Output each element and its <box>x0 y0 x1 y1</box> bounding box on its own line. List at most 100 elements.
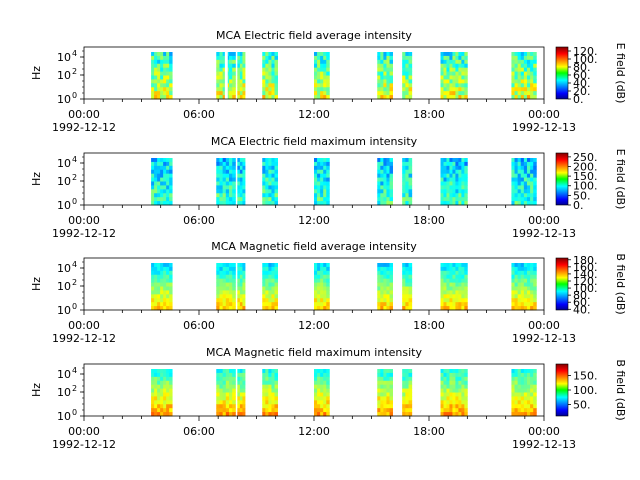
heatmap-cell <box>511 193 515 198</box>
heatmap-cell <box>383 302 387 307</box>
heatmap-cell <box>151 173 155 178</box>
heatmap-cell <box>314 376 318 382</box>
heatmap-cell <box>262 294 266 299</box>
heatmap-cell <box>405 161 409 167</box>
heatmap-cell <box>163 286 167 291</box>
heatmap-cell <box>377 158 381 163</box>
heatmap-cell <box>514 75 519 80</box>
heatmap-cell <box>446 201 450 206</box>
heatmap-cell <box>219 189 224 194</box>
heatmap-cell <box>160 290 164 295</box>
heatmap-cell <box>163 282 167 287</box>
heatmap-cell <box>526 384 531 389</box>
heatmap-cell <box>389 270 393 276</box>
heatmap-cell <box>242 71 246 76</box>
heatmap-cell <box>169 169 173 175</box>
colorbar-tick-label: 120. <box>573 45 598 58</box>
heatmap-cell <box>154 185 158 190</box>
heatmap-cell <box>154 83 158 88</box>
heatmap-cell <box>523 286 528 291</box>
heatmap-cell <box>314 158 318 163</box>
heatmap-cell <box>326 412 330 417</box>
heatmap-cell <box>533 55 537 61</box>
heatmap-cell <box>517 52 522 57</box>
heatmap-cell <box>405 71 409 76</box>
heatmap-cell <box>166 67 170 72</box>
heatmap-cell <box>151 177 155 182</box>
heatmap-cell <box>377 63 381 69</box>
heatmap-cell <box>166 263 170 268</box>
y-tick-exponent: 0 <box>72 197 77 206</box>
heatmap-cell <box>443 83 447 88</box>
heatmap-cell <box>320 278 324 283</box>
heatmap-cell <box>216 95 220 100</box>
heatmap-cell <box>386 52 390 57</box>
heatmap-cell <box>262 380 266 386</box>
heatmap-cell <box>271 158 275 163</box>
heatmap-cell <box>274 173 278 178</box>
heatmap-cell <box>239 298 243 303</box>
heatmap-cell <box>160 278 164 283</box>
heatmap-cell <box>452 286 456 291</box>
heatmap-cell <box>402 396 406 401</box>
heatmap-cell <box>461 79 465 84</box>
data-gap <box>224 52 228 99</box>
heatmap-cell <box>386 55 390 61</box>
heatmap-cell <box>320 158 324 163</box>
heatmap-cell <box>402 266 406 272</box>
heatmap-cell <box>464 189 468 194</box>
heatmap-cell <box>271 270 275 276</box>
heatmap-cell <box>380 83 384 88</box>
heatmap-cell <box>265 408 269 413</box>
heatmap-cell <box>405 181 409 186</box>
heatmap-cell <box>239 185 243 190</box>
heatmap-cell <box>323 158 327 163</box>
heatmap-cell <box>232 87 236 92</box>
heatmap-cell <box>461 173 465 178</box>
heatmap-cell <box>452 384 456 389</box>
heatmap-cell <box>389 189 393 194</box>
heatmap-cell <box>229 83 233 88</box>
heatmap-cell <box>386 201 390 206</box>
heatmap-cell <box>222 55 227 61</box>
heatmap-cell <box>157 392 161 397</box>
heatmap-cell <box>262 87 266 92</box>
heatmap-cell <box>377 294 381 299</box>
heatmap-cell <box>219 412 224 417</box>
heatmap-cell <box>520 263 525 268</box>
colorbar <box>555 257 569 311</box>
x-tick-label: 06:00 <box>183 108 215 121</box>
heatmap-cell <box>314 75 318 80</box>
heatmap-cell <box>274 298 278 303</box>
heatmap-cell <box>520 52 525 57</box>
heatmap-cell <box>271 298 275 303</box>
heatmap-cell <box>458 270 462 276</box>
heatmap-cell <box>232 388 236 393</box>
heatmap-cell <box>511 87 515 92</box>
heatmap-cell <box>408 282 413 287</box>
heatmap-cell <box>452 197 456 202</box>
heatmap-cell <box>151 189 155 194</box>
heatmap-cell <box>169 185 173 190</box>
heatmap-cell <box>216 270 220 276</box>
heatmap-cell <box>320 169 324 175</box>
heatmap-cell <box>166 185 170 190</box>
y-tick-label: 10 <box>57 410 71 423</box>
heatmap-cell <box>265 87 269 92</box>
heatmap-cell <box>326 302 330 307</box>
heatmap-cell <box>517 306 522 311</box>
heatmap-cell <box>320 83 324 88</box>
heatmap-cell <box>242 169 246 175</box>
heatmap-cell <box>452 193 456 198</box>
heatmap-cell <box>533 185 537 190</box>
heatmap-cell <box>320 63 324 69</box>
heatmap-cell <box>452 158 456 163</box>
heatmap-cell <box>526 286 531 291</box>
heatmap-cell <box>446 384 450 389</box>
heatmap-cell <box>323 169 327 175</box>
heatmap-cell <box>446 263 450 268</box>
heatmap-cell <box>458 396 462 401</box>
heatmap-cell <box>232 185 236 190</box>
heatmap-cell <box>405 274 409 280</box>
heatmap-cell <box>461 302 465 307</box>
